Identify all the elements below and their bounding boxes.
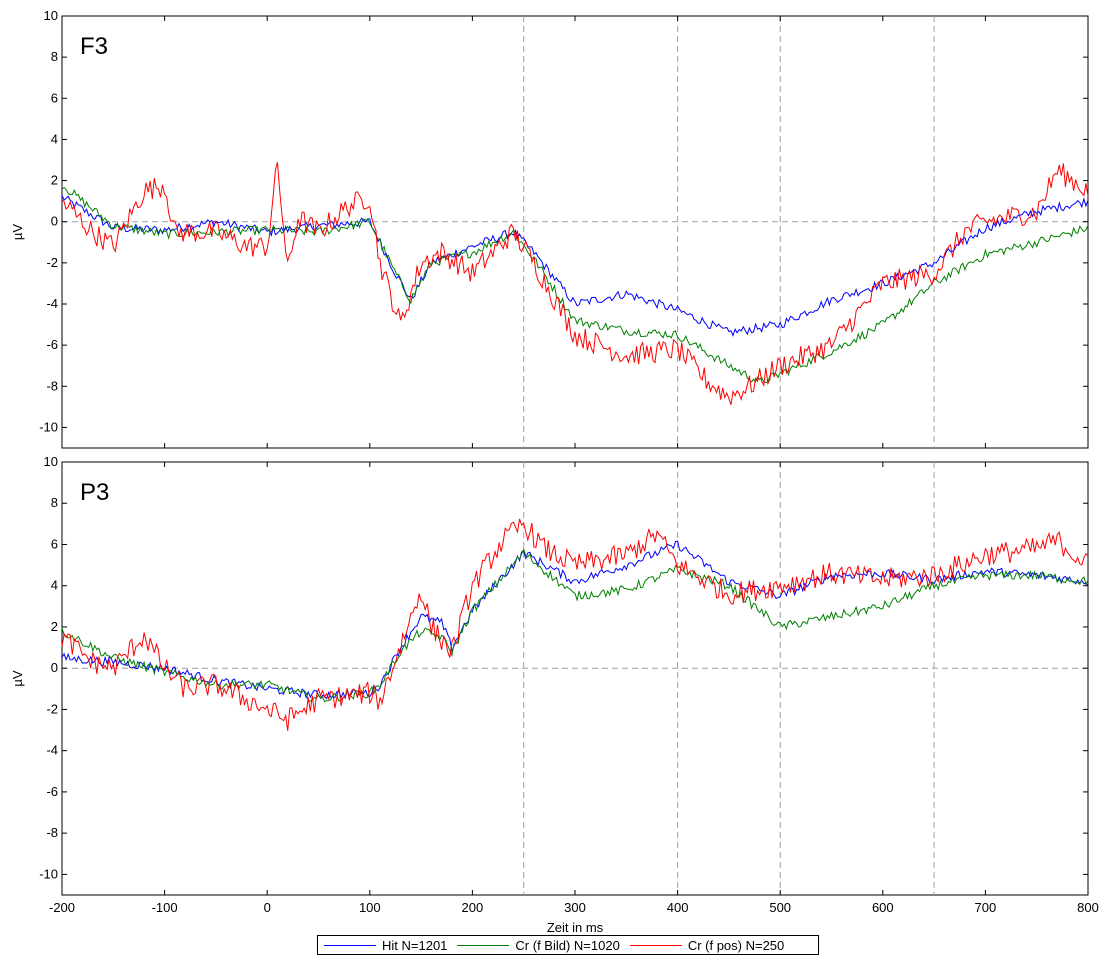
y-tick-label: -6 [46,784,58,799]
legend-label-hit: Hit N=1201 [382,937,448,953]
y-tick-label: -4 [46,296,58,311]
y-tick-label: 8 [51,495,58,510]
plot-area [61,461,1089,896]
legend-swatch-cr-bild [457,944,510,946]
panel-p3: 10 8 6 4 2 0 -2 -4 -6 -8 -10 -200 -100 0 100 200 300 400 5… [10,454,1099,915]
y-tick-label: -2 [46,255,58,270]
y-tick-label: 10 [44,454,58,469]
x-tick-label: 500 [769,900,791,915]
panel-f3: 10 8 6 4 2 0 -2 -4 -6 -8 -10 µV F3 [10,8,1089,449]
y-tick-label: 8 [51,49,58,64]
y-tick-label: -10 [39,419,58,434]
y-tick-label: -10 [39,866,58,881]
y-axis-label: µV [10,670,25,686]
x-tick-label: 800 [1077,900,1099,915]
x-tick-label: 600 [872,900,894,915]
x-tick-label: 300 [564,900,586,915]
x-tick-label: -100 [152,900,178,915]
y-tick-label: -8 [46,825,58,840]
y-tick-label: 10 [44,8,58,23]
legend-swatch-hit [324,944,376,946]
y-tick-label: -4 [46,743,58,758]
y-tick-label: 4 [51,578,58,593]
plot-area [61,15,1089,449]
y-tick-label: 4 [51,131,58,146]
series-line-cr-bild [61,186,1089,384]
series-line-cr-pos [61,518,1089,731]
series-line-hit [61,195,1089,337]
y-tick-label: 6 [51,536,58,551]
y-tick-label: 2 [51,619,58,634]
legend-label-cr-pos: Cr (f pos) N=250 [687,937,785,953]
y-tick-label: 0 [51,660,58,675]
x-tick-label: -200 [49,900,75,915]
legend: Hit N=1201 Cr (f Bild) N=1020 Cr (f pos)… [317,935,819,955]
y-tick-label: -8 [46,378,58,393]
y-axis-label: µV [10,224,25,240]
series-line-cr-bild [61,547,1089,703]
x-tick-label: 200 [462,900,484,915]
y-tick-label: 2 [51,173,58,188]
series-line-cr-pos [61,162,1089,405]
x-tick-label: 0 [264,900,271,915]
panel-label: F3 [80,33,108,60]
panel-label: P3 [80,479,109,506]
legend-swatch-cr-pos [629,944,682,946]
y-tick-label: 6 [51,90,58,105]
legend-item-cr-pos: Cr (f pos) N=250 [629,937,785,953]
legend-item-hit: Hit N=1201 [324,938,447,953]
y-tick-label: 0 [51,214,58,229]
x-tick-label: 100 [359,900,381,915]
x-tick-label: 400 [667,900,689,915]
legend-item-cr-bild: Cr (f Bild) N=1020 [457,937,620,953]
y-tick-label: -2 [46,701,58,716]
x-tick-label: 700 [975,900,997,915]
x-axis-label: Zeit in ms [547,920,604,935]
y-tick-label: -6 [46,337,58,352]
legend-label-cr-bild: Cr (f Bild) N=1020 [515,937,620,953]
